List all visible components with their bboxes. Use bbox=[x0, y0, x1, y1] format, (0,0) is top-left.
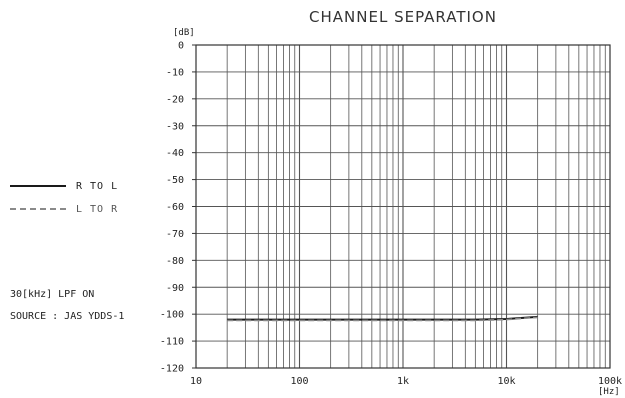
legend-item-r-to-l: R TO L bbox=[10, 180, 118, 192]
annotation-source: SOURCE : JAS YDDS-1 bbox=[10, 311, 125, 322]
y-tick-label: -120 bbox=[160, 364, 184, 375]
y-tick-label: 0 bbox=[178, 41, 184, 52]
x-axis-unit-label: [Hz] bbox=[598, 387, 620, 397]
x-tick-label: 100k bbox=[598, 376, 622, 387]
annotation-lpf: 30[kHz] LPF ON bbox=[10, 289, 95, 300]
legend-item-l-to-r: L TO R bbox=[10, 203, 118, 215]
y-tick-label: -20 bbox=[166, 94, 184, 105]
x-tick-label: 10k bbox=[497, 376, 515, 387]
y-tick-label: -30 bbox=[166, 121, 184, 132]
x-tick-label: 100 bbox=[290, 376, 308, 387]
y-axis-unit-label: [dB] bbox=[173, 28, 195, 38]
series-line-l-to-r bbox=[227, 316, 538, 322]
chart-title: CHANNEL SEPARATION bbox=[309, 8, 497, 26]
y-tick-label: -100 bbox=[160, 310, 184, 321]
y-tick-label: -10 bbox=[166, 67, 184, 78]
y-tick-label: -60 bbox=[166, 202, 184, 213]
y-tick-label: -110 bbox=[160, 337, 184, 348]
x-tick-label: 1k bbox=[397, 376, 409, 387]
legend-label: L TO R bbox=[76, 203, 119, 215]
y-tick-label: -80 bbox=[166, 256, 184, 267]
y-tick-label: -70 bbox=[166, 229, 184, 240]
legend-swatch-dashed bbox=[10, 208, 66, 210]
y-tick-label: -90 bbox=[166, 283, 184, 294]
y-tick-label: -50 bbox=[166, 175, 184, 186]
y-tick-label: -40 bbox=[166, 148, 184, 159]
legend-swatch-solid bbox=[10, 185, 66, 187]
x-tick-label: 10 bbox=[190, 376, 202, 387]
legend-label: R TO L bbox=[76, 180, 119, 192]
